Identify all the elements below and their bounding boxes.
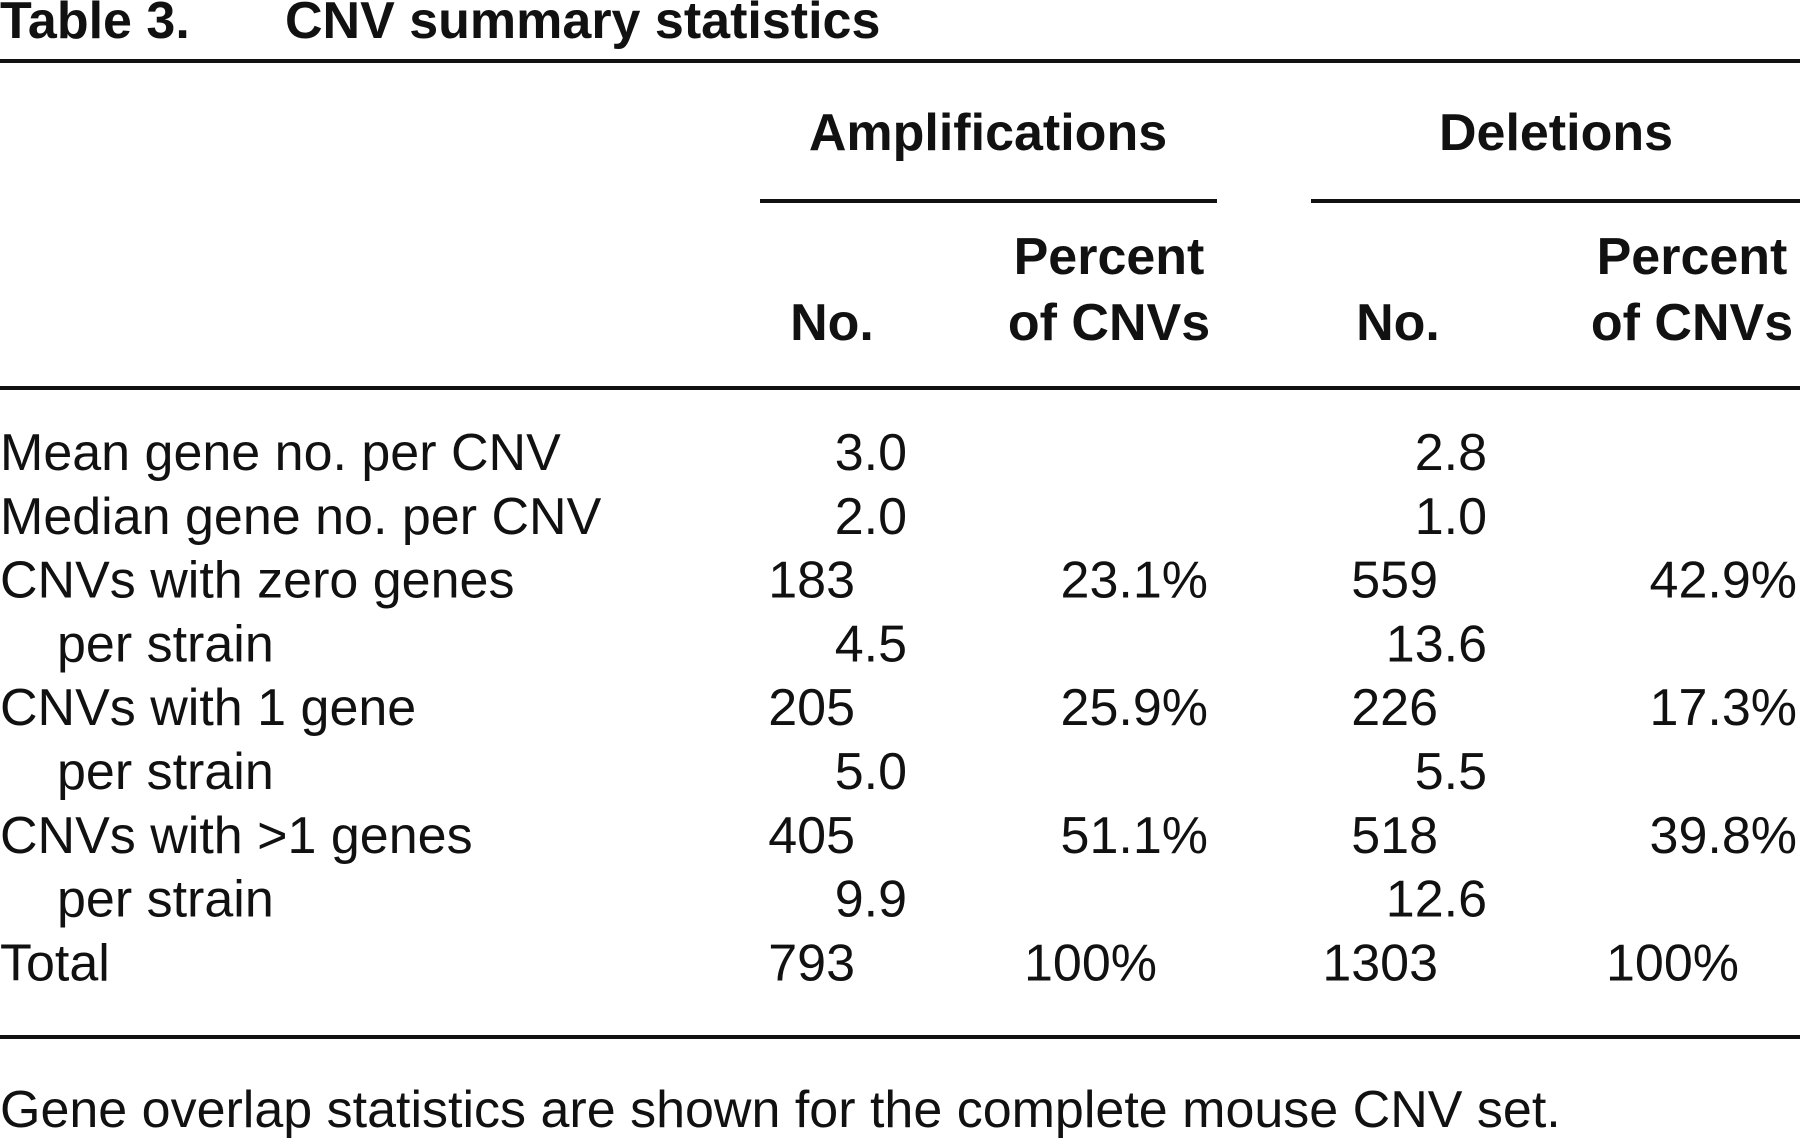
row-label: CNVs with >1 genes <box>0 807 473 865</box>
column-header: No. <box>1356 294 1440 352</box>
cell: 12.6 <box>1386 871 1487 929</box>
group-header: Amplifications <box>809 104 1167 162</box>
cell: 559 <box>1351 552 1438 610</box>
cell: 1303 <box>1322 934 1438 992</box>
row-label: per strain <box>57 871 274 929</box>
table-label: Table 3. <box>0 0 190 50</box>
cell: 25.9% <box>1061 679 1208 737</box>
row-label: Total <box>0 934 110 992</box>
row-label: per strain <box>57 743 274 801</box>
row-label: Mean gene no. per CNV <box>0 424 561 482</box>
cell: 13.6 <box>1386 615 1487 673</box>
cell: 2.8 <box>1415 424 1487 482</box>
table-title: CNV summary statistics <box>285 0 880 50</box>
row-label: CNVs with 1 gene <box>0 679 416 737</box>
cell: 42.9% <box>1650 552 1797 610</box>
footnote: Gene overlap statistics are shown for th… <box>0 1081 1561 1139</box>
cell: 23.1% <box>1061 552 1208 610</box>
row-label: per strain <box>57 615 274 673</box>
cell: 3.0 <box>835 424 907 482</box>
column-header: No. <box>790 294 874 352</box>
cell: 205 <box>768 679 855 737</box>
cell: 226 <box>1351 679 1438 737</box>
cell: 1.0 <box>1415 488 1487 546</box>
cell: 793 <box>768 934 855 992</box>
column-header: Percent <box>1014 228 1205 286</box>
cell: 9.9 <box>835 871 907 929</box>
cell: 183 <box>768 552 855 610</box>
cell: 39.8% <box>1650 807 1797 865</box>
cell: 100% <box>1024 934 1157 992</box>
table-body: Mean gene no. per CNV 3.0 2.8 Median gene n… <box>0 424 1797 992</box>
cell: 51.1% <box>1061 807 1208 865</box>
row-label: CNVs with zero genes <box>0 552 514 610</box>
cell: 17.3% <box>1650 679 1797 737</box>
cell: 4.5 <box>835 615 907 673</box>
cell: 5.0 <box>835 743 907 801</box>
column-header: of CNVs <box>1591 294 1793 352</box>
cell: 5.5 <box>1415 743 1487 801</box>
cell: 518 <box>1351 807 1438 865</box>
row-label: Median gene no. per CNV <box>0 488 602 546</box>
group-header: Deletions <box>1439 104 1673 162</box>
cell: 2.0 <box>835 488 907 546</box>
cell: 405 <box>768 807 855 865</box>
column-header: of CNVs <box>1008 294 1210 352</box>
column-header: Percent <box>1597 228 1788 286</box>
cell: 100% <box>1606 934 1739 992</box>
